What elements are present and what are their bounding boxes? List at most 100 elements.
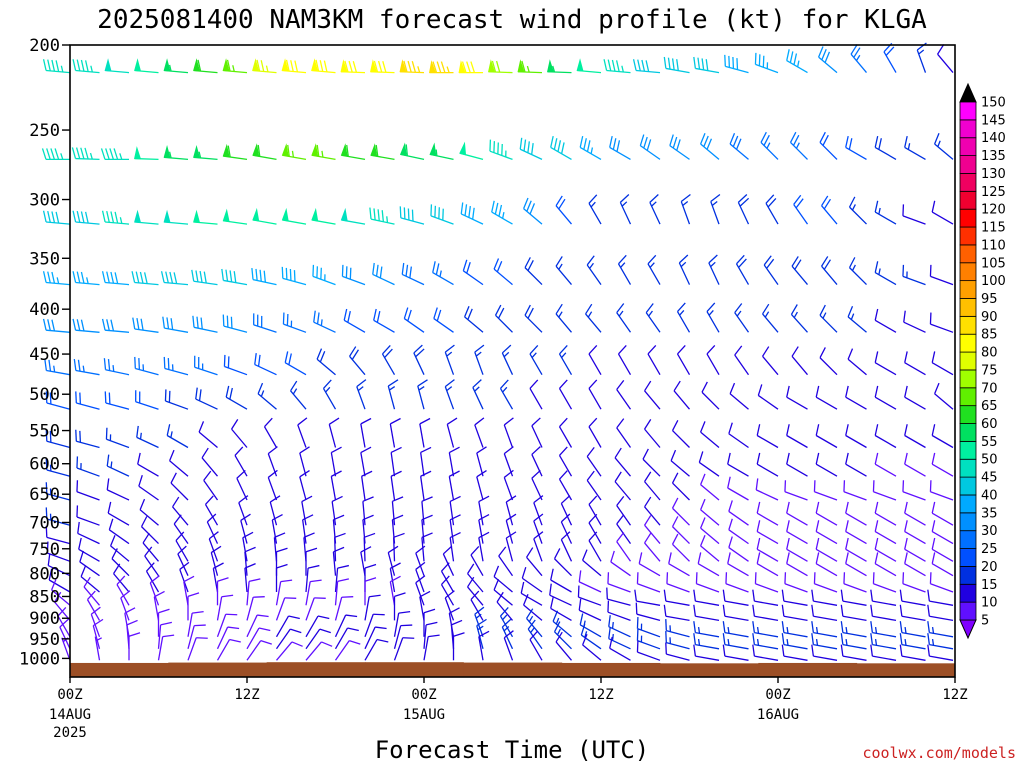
wind-barb: [874, 135, 897, 160]
wind-barb: [588, 379, 602, 410]
wind-barb: [680, 193, 691, 225]
colorbar: 5 10 15 20 25 30 35 40 45 50 55 60 65 70 75 80 85 90 95 100…: [959, 82, 1006, 640]
wind-barb: [845, 552, 867, 577]
wind-barb: [614, 471, 631, 501]
colorbar-label: 135: [981, 149, 1006, 164]
wind-barb: [474, 344, 485, 375]
wind-barb: [904, 520, 926, 545]
wind-barb: [440, 575, 455, 606]
wind-barb: [131, 271, 159, 286]
colorbar-label: 70: [981, 381, 998, 396]
wind-barb: [874, 308, 897, 333]
wind-barb: [503, 469, 514, 501]
wind-barb: [440, 562, 455, 593]
wind-barb: [533, 513, 544, 544]
wind-barb: [311, 58, 336, 74]
wind-barb: [305, 564, 320, 593]
wind-barb: [811, 633, 838, 650]
colorbar-bin: [959, 208, 977, 228]
colorbar-bin: [959, 601, 977, 621]
wind-barb: [616, 532, 632, 562]
wind-barb: [693, 644, 720, 661]
wind-barb: [173, 514, 189, 544]
wind-barb: [874, 424, 897, 449]
terrain-segment: [856, 663, 956, 677]
colorbar-label: 30: [981, 524, 998, 539]
wind-barb: [644, 532, 661, 562]
wind-barb: [931, 351, 954, 376]
colorbar-bin: [959, 387, 977, 407]
colorbar-label: 95: [981, 292, 998, 307]
wind-barb: [693, 621, 720, 638]
wind-barb: [786, 537, 808, 562]
colorbar-label: 45: [981, 471, 998, 486]
colorbar-label: 50: [981, 453, 998, 468]
wind-barb: [187, 592, 200, 621]
wind-barb: [756, 452, 779, 477]
wind-barb: [421, 496, 433, 526]
wind-barb: [71, 147, 100, 161]
wind-barb: [90, 606, 101, 638]
wind-barb: [786, 49, 808, 74]
wind-barb: [727, 552, 749, 577]
wind-barb: [781, 621, 808, 638]
wind-barb: [210, 545, 222, 576]
y-tick-label: 200: [29, 36, 60, 56]
wind-barb: [845, 385, 867, 410]
wind-barb: [735, 254, 750, 285]
colorbar-label: 85: [981, 328, 998, 343]
wind-barb: [784, 480, 808, 501]
x-tick-label: 00Z: [765, 687, 790, 703]
wind-barb: [478, 630, 490, 661]
wind-barb: [470, 545, 484, 577]
wind-barb: [931, 200, 954, 225]
colorbar-label: 75: [981, 363, 998, 378]
wind-barb: [328, 417, 340, 448]
wind-barb: [874, 385, 897, 410]
wind-barb: [177, 545, 189, 576]
wind-barb: [607, 572, 631, 593]
wind-barb: [149, 575, 160, 606]
colorbar-bin: [959, 190, 977, 210]
wind-barb: [585, 303, 602, 333]
x-tick-label: 12Z: [588, 687, 613, 703]
wind-barb: [927, 604, 954, 622]
wind-barb: [710, 193, 721, 225]
wind-barb: [134, 58, 159, 74]
wind-barb: [73, 359, 100, 376]
wind-barb: [874, 452, 897, 477]
wind-barb: [608, 615, 631, 638]
wind-barb: [815, 552, 838, 577]
wind-barb: [722, 604, 749, 622]
wind-barb: [555, 303, 572, 333]
wind-barb: [187, 624, 206, 649]
x-tick-date: 15AUG: [403, 707, 445, 723]
wind-barb: [578, 570, 602, 593]
y-tick-label: 800: [29, 564, 60, 584]
wind-barb: [290, 380, 307, 410]
wind-barb: [312, 264, 336, 286]
colorbar-bin: [959, 530, 977, 549]
wind-barb: [267, 469, 278, 501]
wind-barb: [423, 621, 438, 649]
wind-barb: [381, 344, 396, 376]
wind-barb: [902, 572, 926, 593]
wind-barb: [372, 262, 395, 286]
y-tick-label: 550: [29, 422, 60, 442]
wind-barb: [101, 210, 130, 225]
wind-barb: [334, 578, 349, 606]
wind-barb: [821, 195, 838, 225]
colorbar-bin: [959, 440, 977, 460]
wind-barb: [301, 495, 313, 526]
wind-barb: [444, 590, 455, 621]
wind-barb: [44, 359, 71, 376]
wind-barb: [160, 271, 189, 286]
wind-barb: [632, 59, 661, 74]
wind-barb: [429, 60, 454, 74]
wind-barb: [789, 131, 808, 160]
wind-barb: [722, 621, 749, 638]
wind-barb: [904, 452, 926, 477]
wind-barb: [609, 135, 631, 160]
wind-barb: [415, 561, 426, 593]
wind-barb: [818, 46, 838, 74]
